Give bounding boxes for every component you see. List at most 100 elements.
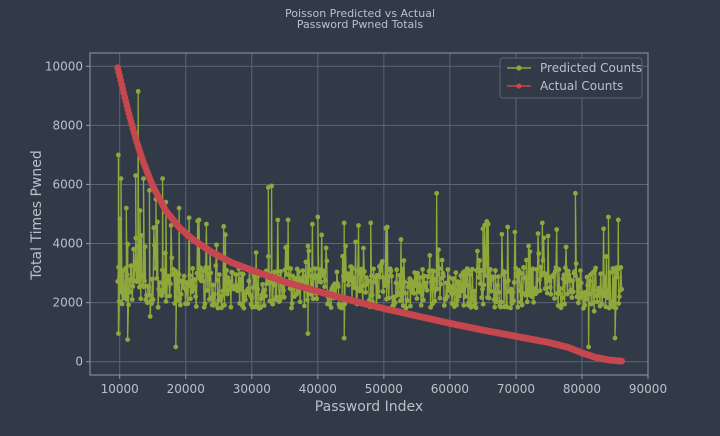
predicted-point	[356, 223, 361, 228]
predicted-point	[228, 304, 234, 310]
predicted-point	[305, 331, 311, 336]
predicted-point	[246, 278, 252, 284]
y-tick-label: 6000	[52, 177, 83, 191]
predicted-point	[266, 254, 271, 259]
predicted-point	[385, 279, 391, 284]
predicted-point	[366, 278, 371, 284]
x-tick-label: 80000	[563, 382, 601, 396]
predicted-point	[573, 261, 579, 266]
predicted-point	[562, 301, 567, 307]
predicted-point	[286, 272, 291, 278]
predicted-point	[519, 302, 525, 308]
predicted-point	[192, 277, 198, 282]
predicted-point	[423, 280, 429, 286]
predicted-point	[201, 304, 207, 310]
predicted-point	[222, 302, 227, 308]
predicted-point	[541, 235, 547, 241]
predicted-point	[118, 273, 124, 279]
predicted-point	[539, 220, 545, 226]
predicted-point	[305, 243, 311, 249]
predicted-point	[209, 295, 214, 301]
predicted-point	[335, 284, 341, 289]
predicted-point	[210, 282, 216, 288]
legend-label-actual: Actual Counts	[540, 79, 623, 93]
predicted-point	[122, 293, 128, 298]
x-tick-label: 30000	[233, 382, 271, 396]
predicted-point	[540, 258, 546, 263]
tick-layer: 10000 20000 30000 40000 50000 60000 70000 80000…	[45, 59, 667, 396]
predicted-point	[339, 305, 345, 311]
predicted-point	[318, 279, 324, 285]
predicted-point	[288, 266, 294, 271]
predicted-point	[573, 190, 578, 196]
predicted-point	[448, 285, 454, 290]
predicted-point	[241, 305, 247, 311]
predicted-point	[512, 229, 518, 235]
predicted-point	[315, 214, 321, 220]
predicted-point	[400, 266, 405, 272]
predicted-point	[476, 275, 482, 280]
predicted-point	[461, 302, 467, 308]
predicted-point	[557, 286, 563, 291]
predicted-point	[594, 299, 600, 305]
predicted-point	[152, 265, 158, 271]
predicted-point	[270, 301, 276, 307]
predicted-point	[575, 277, 580, 283]
x-axis-label: Password Index	[315, 399, 423, 415]
x-tick-label: 90000	[629, 382, 667, 396]
predicted-point	[304, 297, 310, 303]
predicted-point	[609, 300, 615, 306]
predicted-point	[193, 304, 199, 309]
predicted-point	[398, 237, 404, 242]
predicted-point	[603, 304, 609, 310]
predicted-point	[511, 298, 516, 304]
predicted-point	[135, 89, 141, 94]
predicted-point	[563, 265, 568, 271]
predicted-point	[433, 278, 439, 284]
predicted-point	[342, 301, 348, 307]
predicted-point	[217, 272, 222, 277]
predicted-point	[554, 227, 560, 232]
predicted-point	[523, 292, 529, 298]
predicted-point	[494, 299, 500, 305]
predicted-point	[410, 280, 415, 285]
predicted-point	[480, 286, 485, 292]
predicted-point	[452, 287, 458, 292]
predicted-point	[219, 293, 225, 298]
predicted-point	[136, 278, 142, 284]
predicted-point	[436, 247, 441, 253]
predicted-point	[607, 270, 613, 275]
y-axis-label: Total Times Pwned	[29, 150, 45, 280]
predicted-point	[411, 290, 417, 296]
predicted-point	[573, 273, 578, 278]
predicted-point	[511, 280, 517, 285]
predicted-point	[224, 291, 230, 297]
predicted-point	[129, 263, 134, 268]
predicted-point	[498, 304, 503, 310]
predicted-point	[456, 282, 462, 287]
predicted-point	[119, 301, 125, 307]
predicted-point	[271, 282, 277, 288]
plot-area-frame	[89, 52, 649, 376]
predicted-point	[439, 257, 445, 263]
predicted-point	[421, 297, 426, 303]
predicted-point	[399, 297, 405, 303]
predicted-point	[133, 235, 139, 241]
predicted-point	[428, 304, 433, 310]
predicted-point	[444, 294, 450, 299]
predicted-point	[188, 296, 193, 302]
predicted-point	[470, 266, 475, 272]
predicted-point	[395, 290, 401, 296]
predicted-point	[617, 294, 622, 300]
x-tick-label: 20000	[167, 382, 205, 396]
predicted-point	[238, 286, 244, 292]
predicted-point	[176, 205, 182, 211]
predicted-point	[403, 305, 409, 311]
predicted-point	[377, 274, 383, 280]
actual-point	[618, 357, 625, 365]
y-tick-label: 0	[75, 355, 83, 369]
predicted-point	[463, 272, 469, 278]
predicted-point	[245, 286, 251, 292]
predicted-point	[420, 267, 425, 272]
predicted-point	[177, 296, 183, 302]
